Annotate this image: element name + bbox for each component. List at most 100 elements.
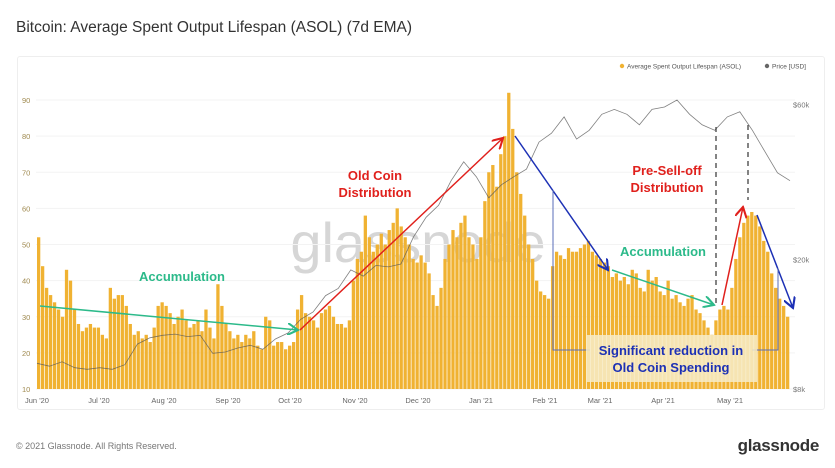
callout-box xyxy=(586,335,757,382)
asol-bar xyxy=(315,327,320,389)
legend-price[interactable]: Price [USD] xyxy=(772,64,806,71)
asol-bar xyxy=(483,201,487,389)
y-tick-label: 30 xyxy=(22,313,30,322)
asol-bar xyxy=(618,280,622,389)
accumulation-arrow-2 xyxy=(611,269,714,305)
asol-bar xyxy=(280,342,284,389)
asol-bar xyxy=(439,287,443,389)
asol-bar xyxy=(288,345,292,389)
asol-bar xyxy=(666,280,670,389)
bracket-right xyxy=(752,268,779,351)
y-tick-label: 10 xyxy=(22,385,30,394)
asol-bar xyxy=(92,327,97,389)
asol-bar xyxy=(347,320,352,389)
asol-bar xyxy=(531,258,535,389)
asol-bar xyxy=(132,334,136,389)
asol-bar xyxy=(76,323,81,389)
glassnode-logo[interactable]: glassnode xyxy=(737,436,820,455)
asol-bar xyxy=(415,262,419,389)
asol-bar xyxy=(88,323,93,389)
old-coin-label-line2: Distribution xyxy=(339,185,412,200)
asol-bar xyxy=(152,327,156,389)
asol-bar xyxy=(562,258,567,389)
asol-bar xyxy=(766,251,770,389)
asol-bar xyxy=(786,316,790,389)
chart-card xyxy=(17,56,825,410)
asol-bar xyxy=(519,193,523,389)
asol-bar xyxy=(546,298,551,389)
asol-bar xyxy=(224,323,228,389)
bracket-left xyxy=(552,190,590,351)
asol-bar xyxy=(383,244,387,389)
asol-bar xyxy=(762,240,766,389)
asol-bar xyxy=(56,309,61,389)
asol-bar xyxy=(463,215,467,389)
asol-bar xyxy=(598,258,603,389)
y-tick-label: 20 xyxy=(22,349,30,358)
asol-bar xyxy=(232,338,236,389)
asol-bar xyxy=(479,237,483,389)
y-tick-label: 70 xyxy=(22,168,30,177)
chart-title: Bitcoin: Average Spent Output Lifespan (… xyxy=(16,19,413,36)
asol-bar xyxy=(447,244,451,389)
asol-bar xyxy=(228,331,232,389)
asol-bar xyxy=(582,244,587,389)
x-tick-label: Apr '21 xyxy=(651,396,675,405)
y-tick-label: 80 xyxy=(22,132,30,141)
asol-bar xyxy=(606,266,611,389)
asol-bar xyxy=(148,342,152,389)
asol-bar xyxy=(738,237,742,389)
asol-bar xyxy=(363,215,367,389)
asol-bar xyxy=(391,222,395,389)
asol-bar xyxy=(160,302,164,389)
asol-bar xyxy=(311,320,316,389)
asol-bar xyxy=(590,251,595,389)
asol-bar xyxy=(343,327,348,389)
asol-bar xyxy=(475,258,479,389)
asol-bar xyxy=(156,305,160,389)
asol-bar xyxy=(574,251,579,389)
reduction-label-line2: Old Coin Spending xyxy=(613,360,730,375)
y-tick-label: 40 xyxy=(22,277,30,286)
asol-bar xyxy=(116,295,120,389)
y-tick-label: 50 xyxy=(22,241,30,250)
legend-asol[interactable]: Average Spent Output Lifespan (ASOL) xyxy=(627,64,741,71)
asol-bar xyxy=(499,154,503,389)
asol-bar xyxy=(276,342,280,389)
asol-bar xyxy=(37,237,41,389)
asol-bar xyxy=(303,313,308,389)
asol-bar xyxy=(375,244,379,389)
presell-label-line1: Pre-Sell-off xyxy=(632,163,702,178)
old-coin-label-line1: Old Coin xyxy=(348,168,402,183)
asol-bar xyxy=(140,338,144,389)
asol-bar xyxy=(112,298,116,389)
asol-bar xyxy=(491,165,495,389)
asol-bar xyxy=(527,244,531,389)
y-right-tick-label: $60k xyxy=(793,101,810,110)
asol-bar xyxy=(503,136,507,389)
asol-bar xyxy=(284,349,288,389)
asol-bar xyxy=(614,273,618,389)
asol-bar xyxy=(746,215,750,389)
distribution-arrow-1 xyxy=(299,138,503,331)
asol-bar xyxy=(750,211,754,389)
asol-bar xyxy=(256,345,260,389)
asol-bar xyxy=(96,327,101,389)
asol-bar xyxy=(323,309,328,389)
asol-bar xyxy=(319,313,324,389)
x-tick-label: Oct '20 xyxy=(278,396,302,405)
asol-bar xyxy=(192,323,196,389)
asol-bar xyxy=(44,287,49,389)
asol-bar xyxy=(443,258,447,389)
asol-bar xyxy=(770,273,774,389)
asol-bar xyxy=(144,334,148,389)
decline-arrow-1 xyxy=(514,135,608,270)
asol-bar xyxy=(164,305,168,389)
asol-bar xyxy=(487,172,491,389)
accumulation-label-2: Accumulation xyxy=(620,244,706,259)
asol-bar xyxy=(542,295,547,389)
asol-bar xyxy=(654,277,658,389)
asol-bar xyxy=(539,291,543,389)
asol-bar xyxy=(471,244,475,389)
asol-bar xyxy=(411,258,415,389)
